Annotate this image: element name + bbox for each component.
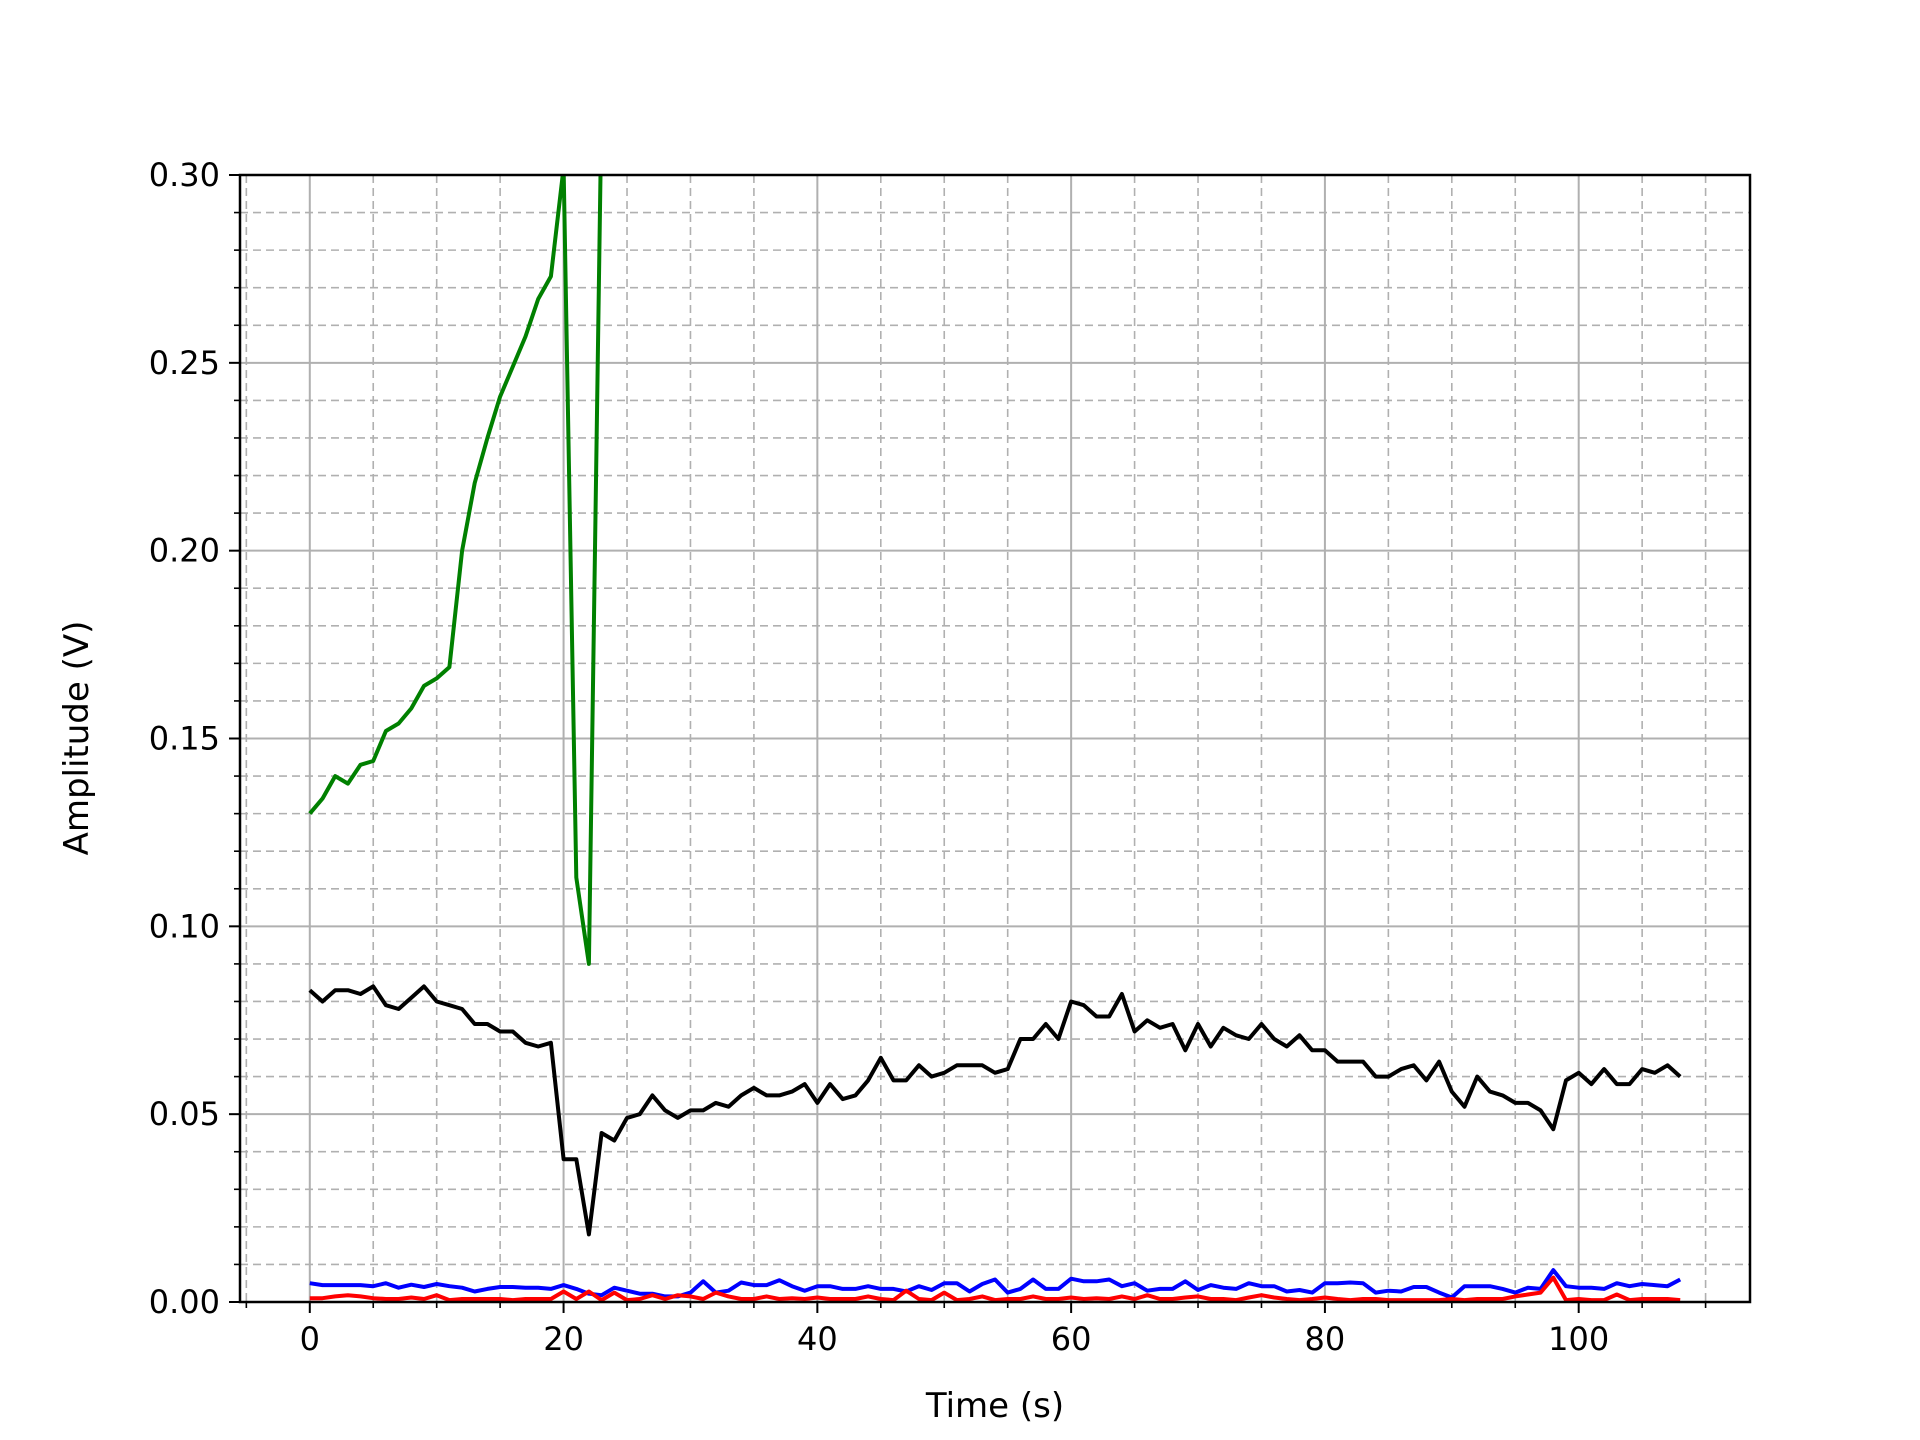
x-tick-label: 40	[797, 1320, 838, 1358]
x-tick-label: 0	[300, 1320, 320, 1358]
y-tick-label: 0.25	[149, 344, 220, 382]
x-axis-label: Time (s)	[925, 1386, 1064, 1426]
y-tick-label: 0.10	[149, 907, 220, 945]
y-tick-label: 0.30	[149, 156, 220, 194]
series-line-4	[309, 1275, 1681, 1302]
series-line-2	[308, 984, 1682, 1237]
x-tick-label: 20	[543, 1320, 584, 1358]
series-line-1	[308, 175, 603, 966]
axis-ticks	[229, 174, 1707, 1313]
y-tick-label: 0.05	[149, 1095, 220, 1133]
y-axis-label: Amplitude (V)	[57, 621, 97, 856]
y-tick-label: 0.15	[149, 720, 220, 758]
series-layer	[308, 175, 1682, 1302]
x-tick-label: 100	[1548, 1320, 1609, 1358]
y-tick-label: 0.00	[149, 1283, 220, 1321]
x-tick-label: 60	[1051, 1320, 1092, 1358]
axis-tick-labels: 0 20 40 60 80 100 0.00 0.05 0.10 0.15 0.20 0.25 0.30	[149, 156, 1609, 1358]
x-tick-label: 80	[1305, 1320, 1346, 1358]
y-tick-label: 0.20	[149, 532, 220, 570]
